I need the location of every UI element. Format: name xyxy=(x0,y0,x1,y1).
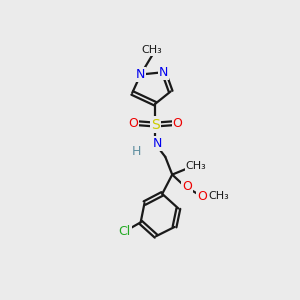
Text: CH₃: CH₃ xyxy=(142,45,163,55)
Text: H: H xyxy=(132,145,142,158)
Text: O: O xyxy=(197,190,207,203)
Text: O: O xyxy=(173,116,183,130)
Text: O: O xyxy=(182,180,192,193)
Text: CH₃: CH₃ xyxy=(186,161,206,171)
Text: Cl: Cl xyxy=(118,225,130,238)
Text: CH₃: CH₃ xyxy=(208,191,229,201)
Text: S: S xyxy=(151,118,160,131)
Text: O: O xyxy=(128,116,138,130)
Text: N: N xyxy=(159,66,168,79)
Text: H: H xyxy=(132,145,142,158)
Text: N: N xyxy=(136,68,145,81)
Text: N: N xyxy=(153,137,162,150)
